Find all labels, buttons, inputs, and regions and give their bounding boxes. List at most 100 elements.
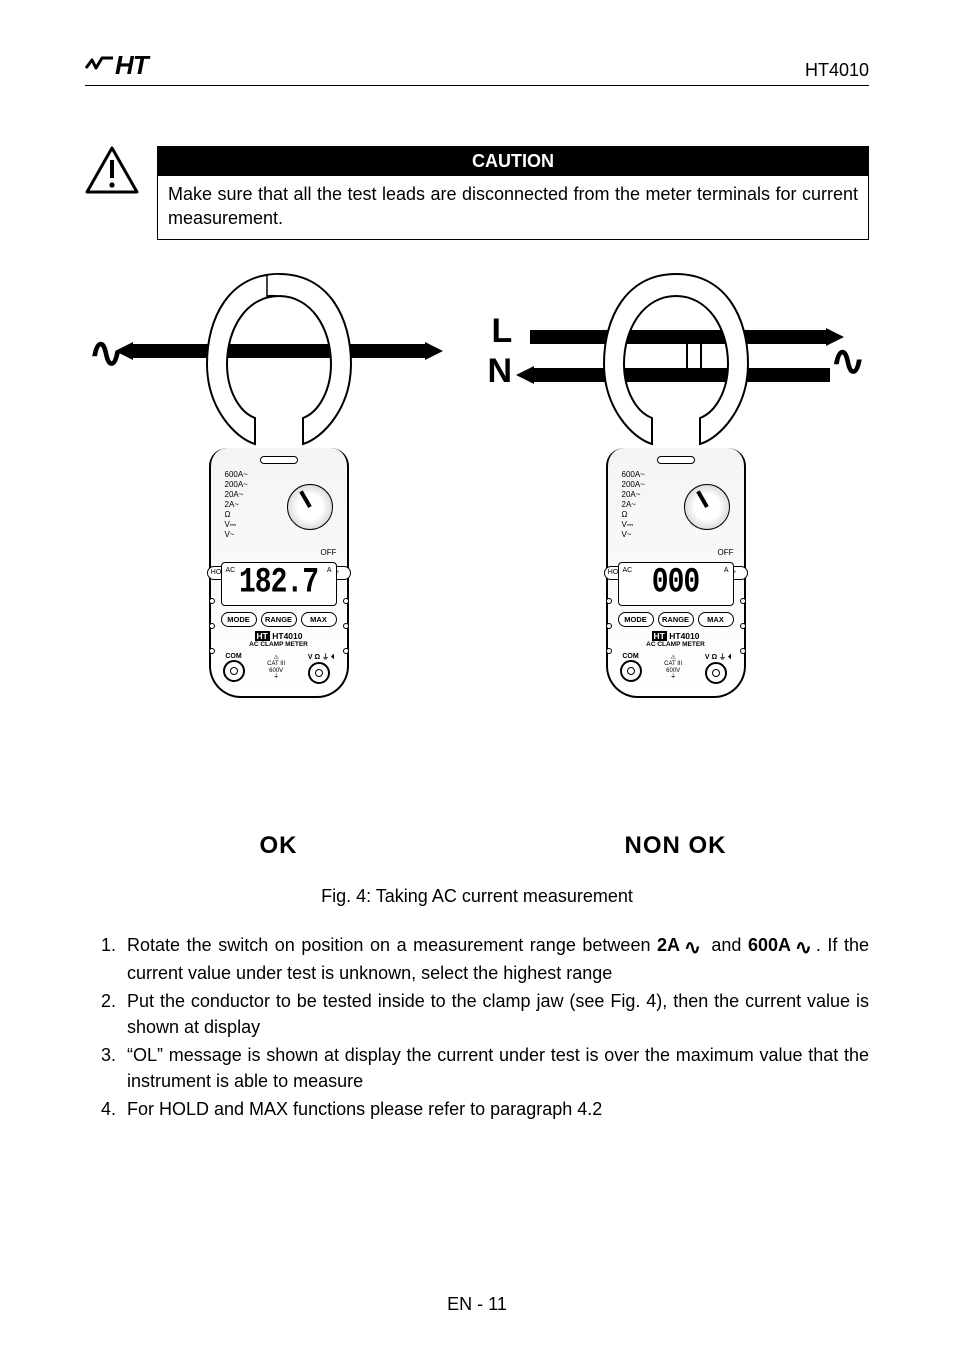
rivet-icon xyxy=(740,598,746,604)
rivet-icon xyxy=(343,648,349,654)
caution-box: CAUTION Make sure that all the test lead… xyxy=(157,146,869,240)
rivet-icon xyxy=(343,623,349,629)
clamp-diagram-ok: ∿ 600A~ 200A~ xyxy=(89,258,469,818)
meter-brand-model: HT4010 xyxy=(272,631,302,641)
wire-l-label: L xyxy=(492,312,513,351)
rivet-icon xyxy=(740,623,746,629)
figure-nonok: L N ∿ xyxy=(482,258,869,860)
v-terminal[interactable] xyxy=(705,662,727,684)
meter-body: 600A~ 200A~ 20A~ 2A~ Ω V⎓ V~ OFF HOLD ☀ xyxy=(606,448,746,698)
figure-caption: Fig. 4: Taking AC current measurement xyxy=(85,886,869,907)
instruction-list: Rotate the switch on position on a measu… xyxy=(121,931,869,1123)
com-terminal[interactable] xyxy=(223,660,245,682)
warning-icon xyxy=(85,146,139,194)
clamp-jaw xyxy=(596,268,756,448)
lcd-display: AC 000 A xyxy=(618,562,734,606)
clamp-diagram-nonok: L N ∿ xyxy=(486,258,866,818)
rotary-switch[interactable] xyxy=(684,484,730,530)
figure-ok: ∿ 600A~ 200A~ xyxy=(85,258,472,860)
v-terminal[interactable] xyxy=(308,662,330,684)
logo-zig-icon xyxy=(85,52,115,83)
dial-area: 600A~ 200A~ 20A~ 2A~ Ω V⎓ V~ OFF xyxy=(225,470,339,558)
range-button[interactable]: RANGE xyxy=(261,612,297,627)
figure-row: ∿ 600A~ 200A~ xyxy=(85,258,869,860)
step-4: For HOLD and MAX functions please refer … xyxy=(121,1096,869,1122)
arrow-right-icon xyxy=(826,328,844,346)
dial-600a: 600A~ xyxy=(225,470,248,480)
step-2: Put the conductor to be tested inside to… xyxy=(121,988,869,1040)
rivet-icon xyxy=(209,648,215,654)
page-footer: EN - 11 xyxy=(0,1294,954,1315)
dial-area: 600A~ 200A~ 20A~ 2A~ Ω V⎓ V~ OFF xyxy=(622,470,736,558)
terminal-row: COM ⚠CAT III600V⏚ V Ω ⏚ ⏴ xyxy=(620,652,732,684)
mode-button[interactable]: MODE xyxy=(618,612,654,627)
clamp-jaw xyxy=(199,268,359,448)
max-button[interactable]: MAX xyxy=(301,612,337,627)
button-row: MODE RANGE MAX xyxy=(221,612,337,627)
ok-label: OK xyxy=(260,832,298,860)
dial-vdc: V⎓ xyxy=(622,520,634,530)
dial-20a: 20A~ xyxy=(225,490,244,500)
terminal-row: COM ⚠CAT III600V⏚ V Ω ⏚ ⏴ xyxy=(223,652,335,684)
cat-rating: ⚠CAT III600V⏚ xyxy=(664,655,682,680)
v-label: V Ω ⏚ ⏴ xyxy=(705,652,732,662)
dial-2a: 2A~ xyxy=(225,500,239,510)
page: HT HT4010 CAUTION Make sure that all the… xyxy=(0,0,954,1351)
meter-subtitle: AC CLAMP METER xyxy=(616,641,736,648)
rivet-icon xyxy=(740,648,746,654)
lcd-unit: A xyxy=(327,567,332,574)
nonok-label: NON OK xyxy=(625,832,727,860)
meter-brand-line: HT HT4010 xyxy=(219,631,339,641)
meter-brand-line: HT HT4010 xyxy=(616,631,736,641)
caution-body: Make sure that all the test leads are di… xyxy=(158,176,868,239)
button-row: MODE RANGE MAX xyxy=(618,612,734,627)
cat-rating: ⚠CAT III600V⏚ xyxy=(267,655,285,680)
lcd-unit: A xyxy=(724,567,729,574)
caution-block: CAUTION Make sure that all the test lead… xyxy=(85,146,869,240)
meter-brand-prefix: HT xyxy=(255,631,270,641)
rivet-icon xyxy=(343,598,349,604)
com-label: COM xyxy=(620,653,642,660)
lcd-value: 000 xyxy=(652,564,699,603)
dial-vac: V~ xyxy=(225,530,235,540)
dial-ohm: Ω xyxy=(225,510,231,520)
com-label: COM xyxy=(223,653,245,660)
dial-vac: V~ xyxy=(622,530,632,540)
ac-wave-icon: ∿ xyxy=(680,934,705,963)
rotary-switch[interactable] xyxy=(287,484,333,530)
mode-button[interactable]: MODE xyxy=(221,612,257,627)
lcd-mode: AC xyxy=(226,567,236,574)
brand-logo: HT xyxy=(85,50,148,81)
wire-n-label: N xyxy=(488,352,513,391)
jaw-trigger[interactable] xyxy=(260,456,298,464)
dial-off: OFF xyxy=(718,548,734,558)
rivet-icon xyxy=(209,598,215,604)
brand-text: HT xyxy=(115,50,148,80)
meter-brand-model: HT4010 xyxy=(669,631,699,641)
dial-200a: 200A~ xyxy=(225,480,248,490)
step-3: “OL” message is shown at display the cur… xyxy=(121,1042,869,1094)
meter-body: 600A~ 200A~ 20A~ 2A~ Ω V⎓ V~ OFF HOLD ☀ xyxy=(209,448,349,698)
step1-text-c: and xyxy=(711,935,748,955)
page-header: HT HT4010 xyxy=(85,50,869,86)
meter-nonok: 600A~ 200A~ 20A~ 2A~ Ω V⎓ V~ OFF HOLD ☀ xyxy=(596,268,756,698)
range-button[interactable]: RANGE xyxy=(658,612,694,627)
dial-200a: 200A~ xyxy=(622,480,645,490)
rivet-icon xyxy=(606,648,612,654)
lcd-mode: AC xyxy=(623,567,633,574)
lcd-display: AC 182.7 A xyxy=(221,562,337,606)
max-button[interactable]: MAX xyxy=(698,612,734,627)
step1-text-a: Rotate the switch on position on a measu… xyxy=(127,935,657,955)
com-terminal[interactable] xyxy=(620,660,642,682)
meter-brand-prefix: HT xyxy=(652,631,667,641)
jaw-trigger[interactable] xyxy=(657,456,695,464)
dial-600a: 600A~ xyxy=(622,470,645,480)
dial-ohm: Ω xyxy=(622,510,628,520)
model-label: HT4010 xyxy=(805,60,869,81)
dial-vdc: V⎓ xyxy=(225,520,237,530)
dial-off: OFF xyxy=(321,548,337,558)
arrow-left-icon xyxy=(115,342,133,360)
rivet-icon xyxy=(606,623,612,629)
ac-wave-icon: ∿ xyxy=(791,934,816,963)
step1-range-low: 2A xyxy=(657,935,680,955)
